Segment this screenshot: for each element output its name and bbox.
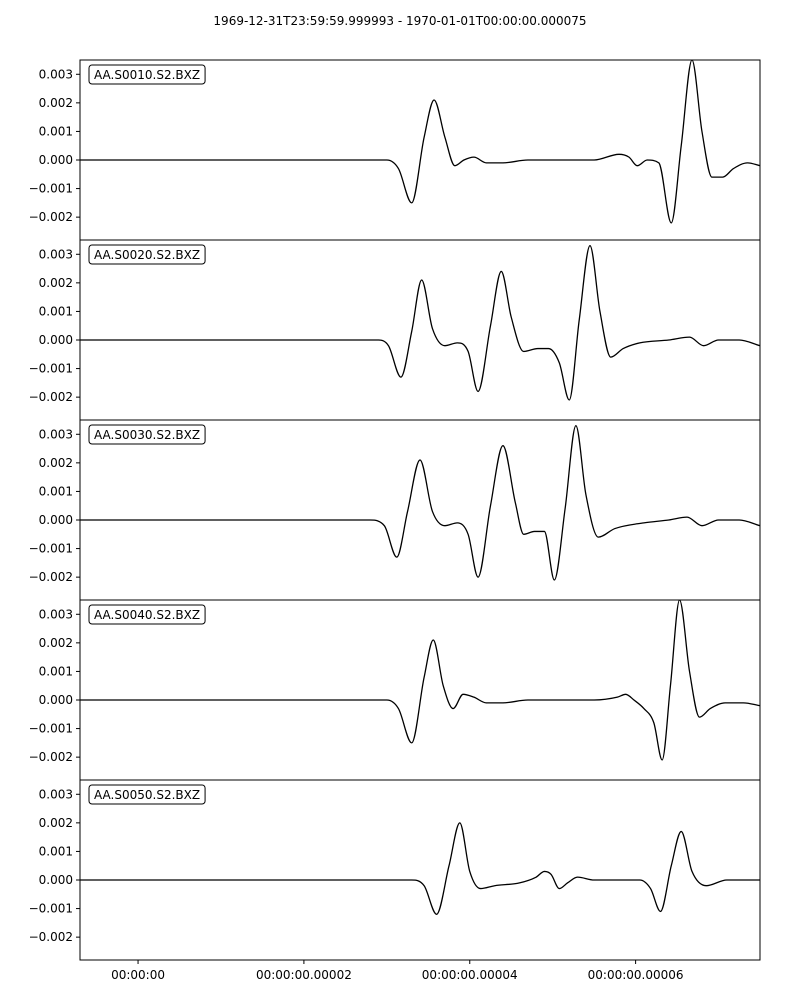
y-tick-label: 0.002 <box>39 456 73 470</box>
y-tick-label: 0.000 <box>39 513 73 527</box>
trace-panel: 0.003 0.002 0.001 0.000 −0.001 −0.002 AA.S0040… <box>29 599 761 781</box>
trace-panels: 0.003 0.002 0.001 0.000 −0.001 −0.002 AA.S0010… <box>29 59 761 961</box>
trace-panel: 0.003 0.002 0.001 0.000 −0.001 −0.002 AA.S0010… <box>29 59 761 241</box>
station-label: AA.S0050.S2.BXZ <box>94 788 200 802</box>
y-tick-label: −0.002 <box>29 210 73 224</box>
y-tick-label: 0.002 <box>39 96 73 110</box>
waveform-line <box>80 822 760 915</box>
y-tick-label: 0.003 <box>39 247 73 261</box>
station-label: AA.S0010.S2.BXZ <box>94 68 200 82</box>
waveform-line <box>80 600 760 761</box>
station-label: AA.S0020.S2.BXZ <box>94 248 200 262</box>
panel-frame <box>79 239 761 421</box>
y-tick-label: −0.002 <box>29 930 73 944</box>
y-tick-label: −0.002 <box>29 750 73 764</box>
panel-frame <box>79 779 761 961</box>
y-tick-label: 0.002 <box>39 816 73 830</box>
y-tick-label: −0.002 <box>29 570 73 584</box>
y-tick-label: 0.002 <box>39 636 73 650</box>
y-tick-label: 0.000 <box>39 873 73 887</box>
station-label-box <box>88 244 206 265</box>
y-tick-label: 0.001 <box>39 484 73 498</box>
y-tick-label: −0.001 <box>29 182 73 196</box>
y-tick-label: −0.001 <box>29 362 73 376</box>
y-tick-label: 0.003 <box>39 67 73 81</box>
waveform-line <box>80 245 760 401</box>
panel-frame <box>79 59 761 241</box>
x-tick-label: 00:00:00.00006 <box>588 968 684 982</box>
y-tick-label: 0.003 <box>39 787 73 801</box>
station-label: AA.S0030.S2.BXZ <box>94 428 200 442</box>
y-tick-label: −0.001 <box>29 542 73 556</box>
y-tick-label: 0.000 <box>39 153 73 167</box>
panel-frame <box>79 419 761 601</box>
x-tick-label: 00:00:00.00004 <box>422 968 518 982</box>
x-tick-label: 00:00:00 <box>111 968 165 982</box>
trace-panel: 0.003 0.002 0.001 0.000 −0.001 −0.002 AA.S0020… <box>29 239 761 421</box>
waveform-line <box>80 60 760 224</box>
y-tick-label: 0.001 <box>39 304 73 318</box>
trace-panel: 0.003 0.002 0.001 0.000 −0.001 −0.002 AA.S0030… <box>29 419 761 601</box>
station-label: AA.S0040.S2.BXZ <box>94 608 200 622</box>
y-tick-label: 0.003 <box>39 427 73 441</box>
station-label-box <box>88 424 206 445</box>
y-tick-label: −0.001 <box>29 722 73 736</box>
station-label-box <box>88 784 206 805</box>
y-tick-label: 0.001 <box>39 844 73 858</box>
x-tick-label: 00:00:00.00002 <box>256 968 352 982</box>
y-tick-label: 0.001 <box>39 124 73 138</box>
y-tick-label: 0.000 <box>39 693 73 707</box>
station-label-box <box>88 64 206 85</box>
waveform-line <box>80 425 760 581</box>
x-axis: 00:00:00 00:00:00.00002 00:00:00.00004 00:0… <box>111 960 684 982</box>
trace-panel: 0.003 0.002 0.001 0.000 −0.001 −0.002 AA.S0050… <box>29 779 761 961</box>
y-tick-label: 0.000 <box>39 333 73 347</box>
y-tick-label: −0.001 <box>29 902 73 916</box>
y-tick-label: −0.002 <box>29 390 73 404</box>
y-tick-label: 0.001 <box>39 664 73 678</box>
station-label-box <box>88 604 206 625</box>
figure-title: 1969-12-31T23:59:59.999993 - 1970-01-01T… <box>213 14 586 28</box>
panel-frame <box>79 599 761 781</box>
y-tick-label: 0.002 <box>39 276 73 290</box>
y-tick-label: 0.003 <box>39 607 73 621</box>
